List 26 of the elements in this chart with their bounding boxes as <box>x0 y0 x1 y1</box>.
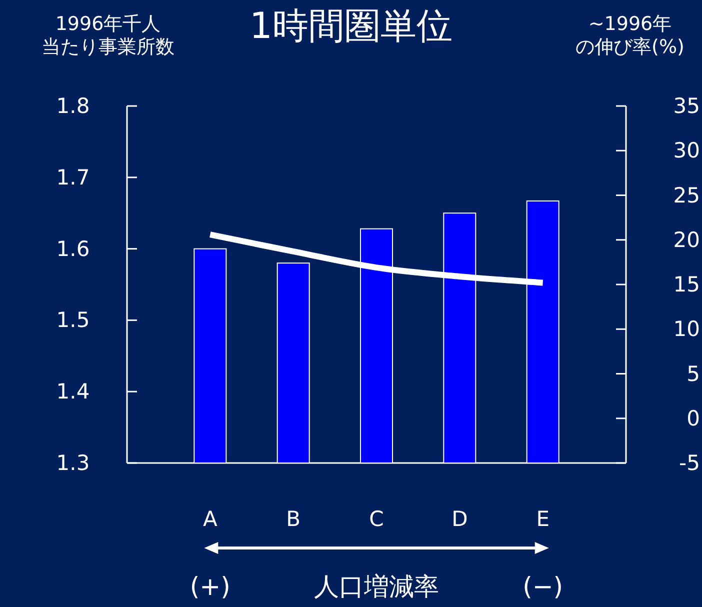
y-tick-label: 1.4 <box>56 380 90 404</box>
chart-title: 1時間圏単位 <box>250 6 452 47</box>
y-tick-label: 1.7 <box>56 165 90 190</box>
y2-tick-label: 10 <box>673 317 700 342</box>
text: (−) <box>522 572 564 601</box>
y-axis-title: 1996年千人当たり事業所数 <box>42 13 174 58</box>
y-tick-label: 1.6 <box>56 236 90 261</box>
x-tick-label: A <box>202 507 218 531</box>
y2-tick-label: 5 <box>686 362 700 386</box>
x-axis-title: 人口増減率 <box>314 572 439 601</box>
y2-tick-label: 30 <box>673 138 700 163</box>
x-tick-label: D <box>452 507 468 531</box>
y2-axis-title: ~1996年の伸び率(%) <box>576 13 684 58</box>
y-tick-label: 1.8 <box>56 94 90 118</box>
y2-tick-label: 35 <box>673 94 700 118</box>
y-tick-label: 1.3 <box>56 451 90 475</box>
text: (+) <box>190 572 230 601</box>
y2-tick-label: 15 <box>673 272 700 296</box>
y2-tick-label: -5 <box>679 451 700 475</box>
y2-tick-label: 0 <box>686 406 700 430</box>
y2-tick-label: 20 <box>673 228 700 252</box>
x-tick-label: B <box>286 507 301 531</box>
x-tick-label: E <box>536 507 550 531</box>
y-tick-label: 1.5 <box>56 308 90 332</box>
x-tick-label: C <box>369 507 384 531</box>
y2-tick-label: 25 <box>673 183 700 208</box>
